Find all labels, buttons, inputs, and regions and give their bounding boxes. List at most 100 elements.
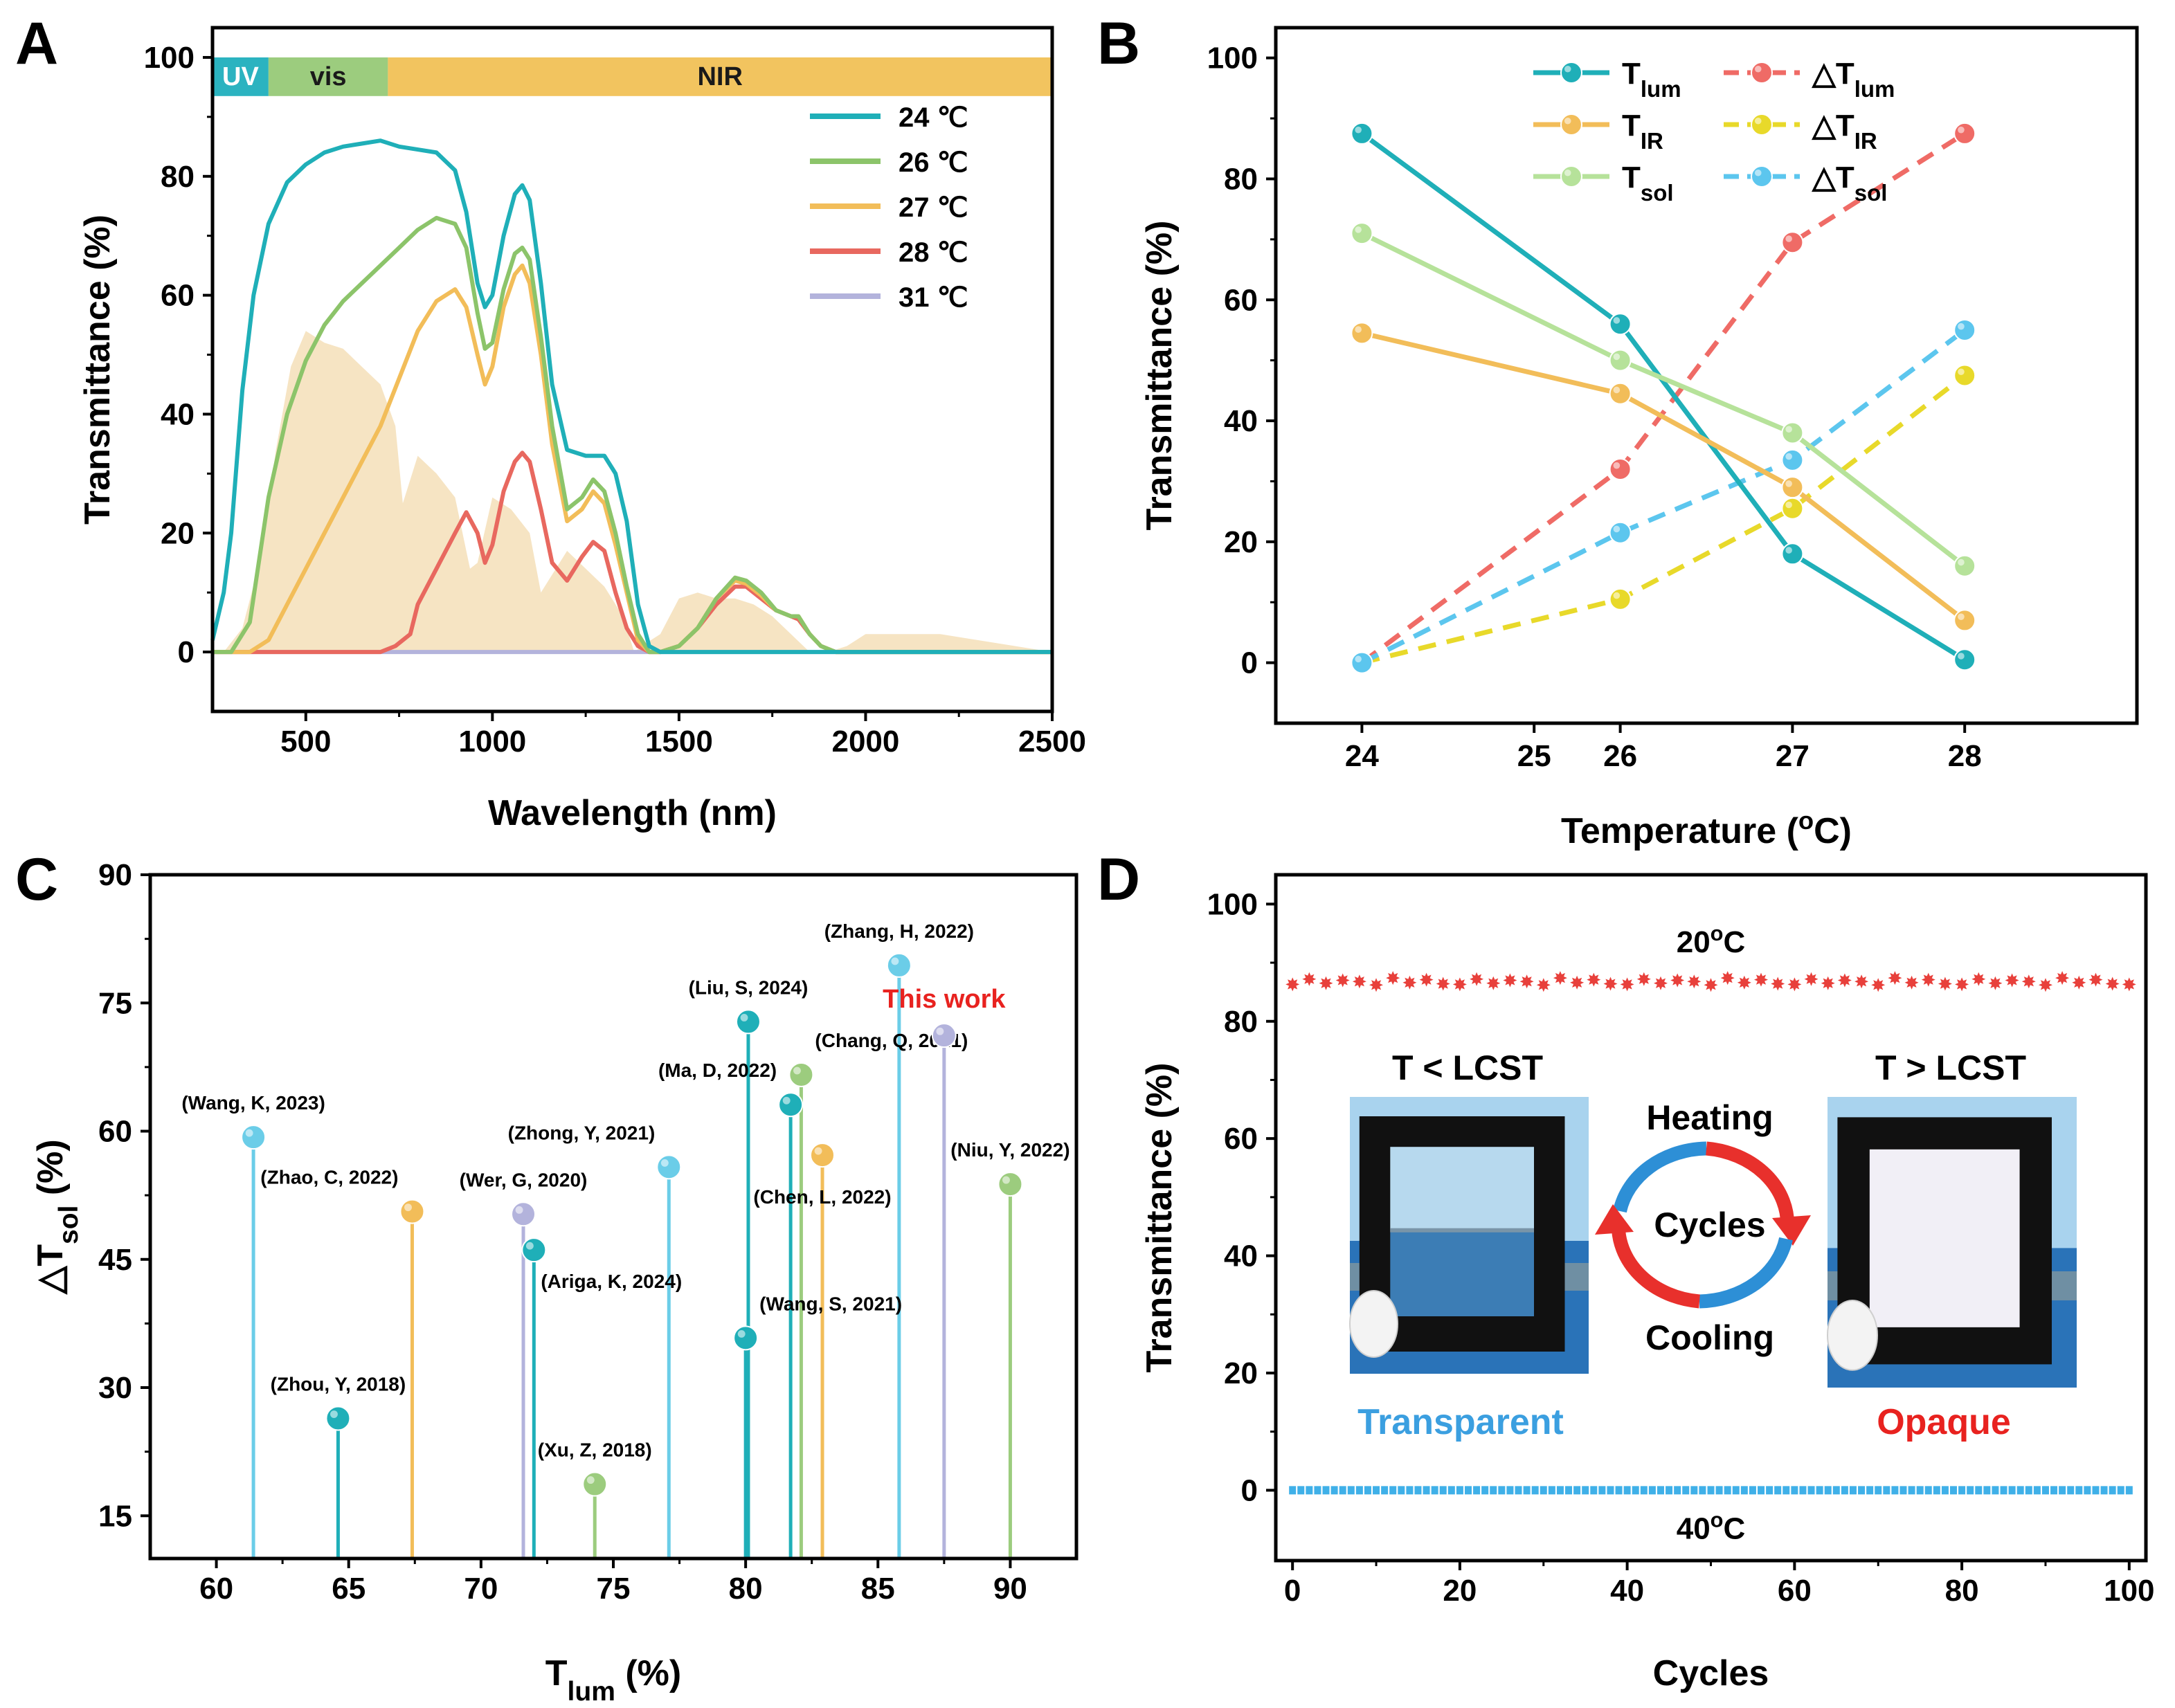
square-marker	[1975, 1486, 1983, 1495]
data-point	[1953, 122, 1976, 145]
square-marker	[1423, 1486, 1430, 1495]
panel-a: UV vis NIR 500 1000 1500 2000 2500 0 20 40 60 80 100 2…	[15, 10, 1086, 833]
star-marker	[1837, 973, 1852, 988]
x-tick-label: 25	[1517, 739, 1551, 773]
x-tick-label: 65	[332, 1572, 365, 1606]
star-marker	[1921, 972, 1935, 987]
square-marker	[2084, 1486, 2091, 1495]
legend-label-part: IR	[1854, 128, 1877, 154]
square-marker	[1666, 1486, 1673, 1495]
data-point	[325, 1406, 351, 1431]
square-marker	[1699, 1486, 1706, 1495]
point-label: (Ma, D, 2022)	[658, 1060, 777, 1081]
square-marker	[1899, 1486, 1907, 1495]
legend-label-part: lum	[1641, 76, 1681, 102]
legend-label-part: T	[1622, 109, 1641, 143]
x-tick-label: 70	[464, 1572, 498, 1606]
data-point-highlight	[737, 1329, 746, 1338]
star-marker	[1470, 972, 1484, 986]
square-marker	[1515, 1486, 1522, 1495]
legend-marker-highlight	[1564, 117, 1571, 125]
legend-label: TIR	[1622, 109, 1663, 154]
square-marker	[1908, 1486, 1915, 1495]
star-marker	[1971, 972, 1986, 986]
series-line-lum	[1360, 131, 1967, 662]
data-point	[1609, 457, 1632, 480]
square-marker	[2025, 1486, 2032, 1495]
legend-marker-highlight	[1754, 169, 1762, 176]
x-axis-title-part: T	[545, 1653, 568, 1693]
transparent-label: Transparent	[1357, 1402, 1564, 1442]
legend-label: △TIR	[1812, 109, 1877, 154]
data-point	[788, 1062, 814, 1087]
square-marker	[1556, 1486, 1564, 1495]
square-marker	[1398, 1486, 1405, 1495]
square-marker	[1389, 1486, 1397, 1495]
data-point-highlight	[330, 1410, 338, 1418]
x-tick-label: 60	[1778, 1574, 1812, 1608]
point-label: (Chen, L, 2022)	[753, 1186, 891, 1208]
square-marker	[1306, 1486, 1313, 1495]
data-point-highlight	[1785, 501, 1792, 509]
legend-marker-highlight	[1564, 65, 1571, 73]
square-marker	[1322, 1486, 1330, 1495]
data-point-highlight	[1355, 655, 1362, 663]
square-marker	[1632, 1486, 1639, 1495]
square-marker	[1690, 1486, 1698, 1495]
y-tick-label: 80	[161, 160, 195, 194]
square-marker	[1724, 1486, 1731, 1495]
star-marker	[1955, 977, 1969, 992]
series-line-27	[213, 263, 1052, 655]
data-point	[1781, 231, 1804, 254]
data-point	[1781, 421, 1804, 444]
square-marker	[1816, 1486, 1823, 1495]
square-marker	[1464, 1486, 1472, 1495]
point-label: (Ariga, K, 2024)	[541, 1271, 682, 1292]
plot-frame	[1274, 26, 2139, 725]
data-point-highlight	[1785, 453, 1792, 460]
data-point	[241, 1125, 267, 1150]
square-marker	[1590, 1486, 1598, 1495]
legend-label: Tsol	[1622, 161, 1674, 206]
cycle-arc-blue-bottom	[1699, 1237, 1793, 1309]
legend-label: 26 ℃	[899, 147, 968, 178]
x-tick-label: 500	[280, 725, 331, 758]
square-marker	[1364, 1486, 1371, 1495]
legend-marker	[1560, 62, 1582, 84]
legend-label: 28 ℃	[899, 237, 968, 268]
band-vis	[268, 57, 388, 96]
square-marker	[1774, 1486, 1782, 1495]
y-axis-title: Transmittance (%)	[1139, 221, 1180, 531]
data-point-highlight	[404, 1203, 412, 1212]
legend-label: △Tsol	[1812, 161, 1887, 206]
data-point	[1351, 122, 1373, 145]
data-point-highlight	[1613, 592, 1621, 599]
legend-label-part: △	[1812, 161, 1836, 194]
data-point-highlight	[660, 1159, 669, 1167]
series-line-sol	[1360, 230, 1967, 568]
square-marker	[1758, 1486, 1765, 1495]
y-axis-title: Transmittance (%)	[1139, 1063, 1180, 1373]
star-marker	[1854, 974, 1869, 989]
solar-spectrum-area	[224, 331, 1052, 653]
x-tick-label: 80	[729, 1572, 763, 1606]
data-point	[1609, 349, 1632, 372]
legend-label-part: sol	[1641, 180, 1674, 206]
square-marker	[1506, 1486, 1514, 1495]
panel-letter: A	[15, 10, 58, 77]
square-marker	[1473, 1486, 1481, 1495]
square-marker	[1740, 1486, 1748, 1495]
square-marker	[1858, 1486, 1866, 1495]
data-point-highlight	[1613, 462, 1621, 469]
y-tick-label: 0	[1241, 646, 1258, 680]
data-point-highlight	[740, 1014, 748, 1021]
square-marker	[1783, 1486, 1790, 1495]
y-tick-label: 100	[1207, 42, 1258, 75]
y-tick-label: 20	[1224, 1356, 1258, 1390]
square-marker	[1924, 1486, 1932, 1495]
star-marker	[1369, 978, 1383, 992]
y-tick-label: 15	[98, 1499, 132, 1533]
star-marker	[1871, 978, 1886, 992]
star-marker	[2039, 978, 2052, 992]
square-marker	[1875, 1486, 1882, 1495]
